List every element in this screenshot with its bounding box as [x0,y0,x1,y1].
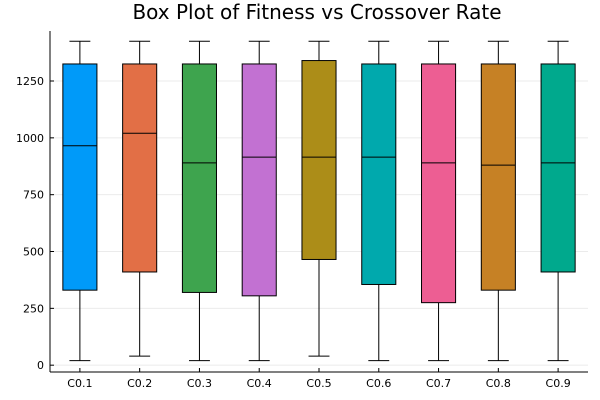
y-tick-label: 500 [23,246,44,259]
y-axis-ticks: 0 250 500 750 1000 1250 [16,75,54,372]
box [361,63,397,285]
y-tick-label: 750 [23,189,44,202]
box [241,63,277,297]
y-tick-label: 1000 [16,132,44,145]
box-group-c0-1 [62,40,98,362]
x-tick-label: C0.4 [247,377,272,390]
y-tick-label: 1250 [16,75,44,88]
box-group-c0-6 [361,40,397,362]
box [301,60,337,260]
x-tick-label: C0.2 [127,377,152,390]
box-group-c0-9 [540,40,576,362]
box-group-c0-5 [301,40,337,357]
x-axis-ticks: C0.1 C0.2 C0.3 C0.4 C0.5 C0.6 C0.7 C0.8 C0.9 [67,368,571,390]
x-tick-label: C0.8 [486,377,511,390]
chart-title: Box Plot of Fitness vs Crossover Rate [132,0,501,24]
box [480,63,516,291]
x-tick-label: C0.3 [187,377,212,390]
box-group-c0-7 [421,40,457,362]
x-tick-label: C0.7 [426,377,451,390]
y-tick-label: 0 [37,359,44,372]
box [421,63,457,304]
box-group-c0-8 [480,40,516,362]
x-tick-label: C0.9 [546,377,571,390]
x-tick-label: C0.1 [67,377,92,390]
x-tick-label: C0.6 [366,377,391,390]
box [62,63,98,291]
box [540,63,576,273]
x-tick-label: C0.5 [306,377,331,390]
box-group-c0-2 [122,40,158,357]
box [181,63,217,293]
boxes [62,40,576,362]
y-tick-label: 250 [23,302,44,315]
box [122,63,158,273]
box-group-c0-3 [181,40,217,362]
box-group-c0-4 [241,40,277,362]
